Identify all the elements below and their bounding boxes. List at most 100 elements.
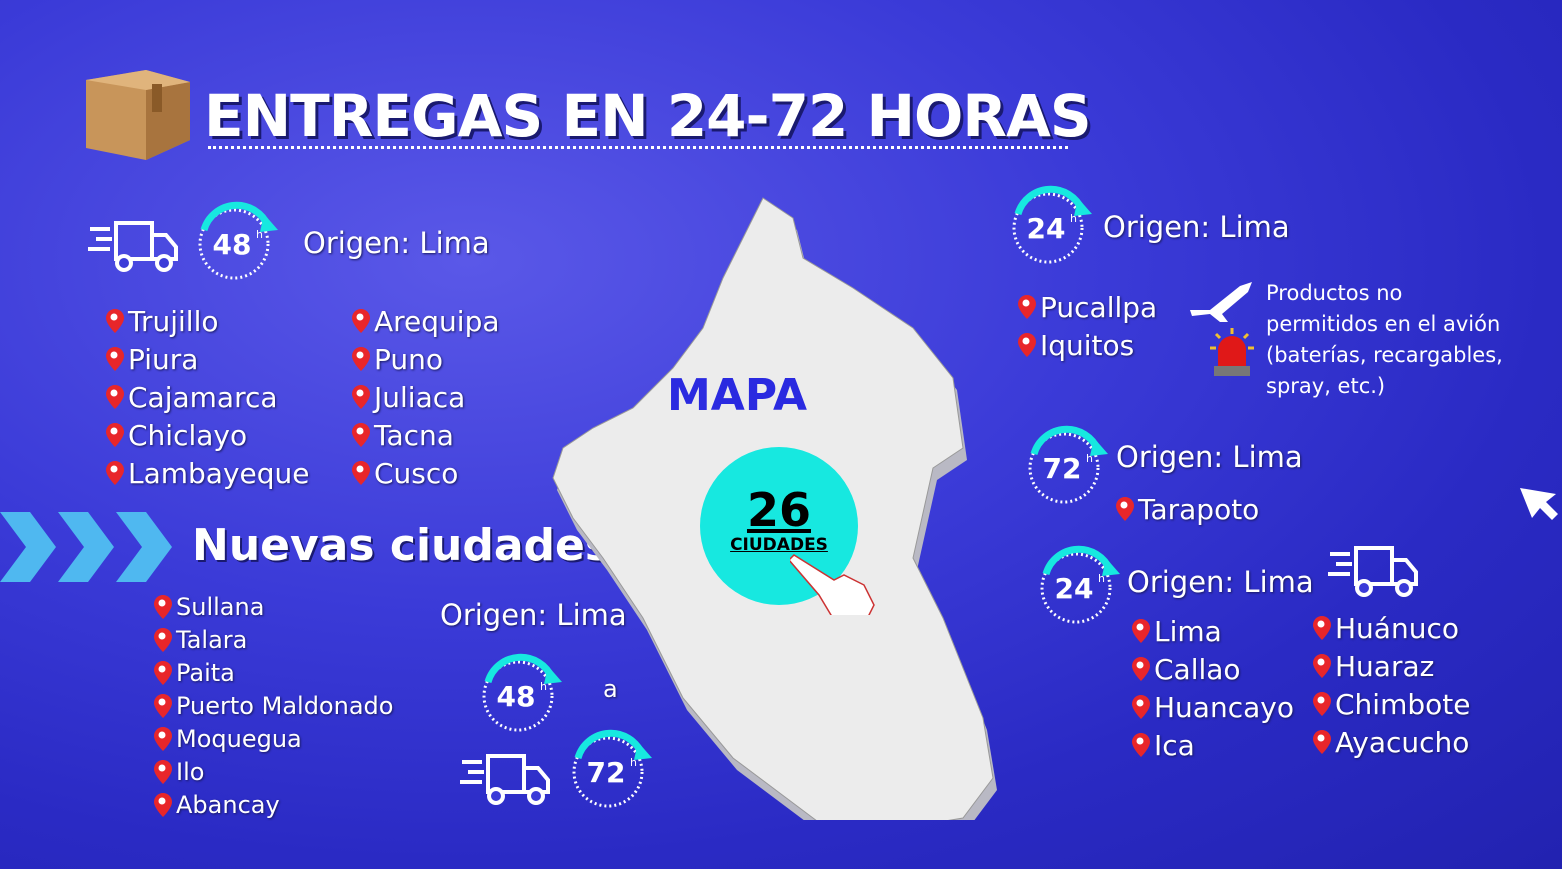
svg-text:h: h <box>1098 572 1105 585</box>
page-title: ENTREGAS EN 24-72 HORAS <box>204 82 1092 150</box>
city-item: Lima <box>1132 612 1294 650</box>
city-name: Huaraz <box>1335 649 1435 683</box>
svg-text:24: 24 <box>1027 212 1066 245</box>
location-pin-icon <box>1132 657 1150 681</box>
svg-text:h: h <box>1086 452 1093 465</box>
to-word: a <box>603 675 618 703</box>
delivery-truck-icon <box>1328 546 1418 597</box>
airplane-restriction-note: Productos no permitidos en el avión (bat… <box>1266 281 1503 398</box>
city-name: Huánuco <box>1335 611 1459 645</box>
clock-hours-icon: 72 h <box>1028 425 1108 504</box>
location-pin-icon <box>1313 692 1331 716</box>
city-item: Pucallpa <box>1018 288 1157 326</box>
city-item: Tarapoto <box>1116 490 1259 528</box>
svg-text:24: 24 <box>1055 572 1094 605</box>
city-name: Sullana <box>176 592 265 621</box>
delivery-truck-icon <box>460 754 550 805</box>
location-pin-icon <box>352 385 370 409</box>
hours-badge: 24 h <box>1006 184 1092 274</box>
map-label: MAPA <box>667 370 808 421</box>
city-item: Tacna <box>352 416 500 454</box>
svg-text:48: 48 <box>213 228 252 261</box>
location-pin-icon <box>1132 619 1150 643</box>
cities-count-label: CIUDADES <box>730 535 828 555</box>
svg-text:h: h <box>540 680 547 693</box>
airplane-icon <box>1190 282 1252 322</box>
city-name: Chiclayo <box>128 418 248 452</box>
city-item: Ica <box>1132 726 1294 764</box>
city-item: Iquitos <box>1018 326 1157 364</box>
truck-slot <box>1326 540 1418 604</box>
city-list: Huánuco Huaraz Chimbote Ayacucho <box>1313 609 1470 761</box>
city-item: Puerto Maldonado <box>154 689 393 722</box>
city-list: Sullana Talara Paita Puerto Maldonado Moqueg… <box>154 590 393 821</box>
location-pin-icon <box>1132 695 1150 719</box>
svg-text:72: 72 <box>587 756 626 789</box>
hours-badge: 48 h <box>476 652 562 742</box>
svg-text:72: 72 <box>1043 452 1082 485</box>
city-name: Juliaca <box>374 380 466 414</box>
location-pin-icon <box>352 347 370 371</box>
city-item: Puno <box>352 340 500 378</box>
origin-label: Origen: Lima <box>440 598 627 632</box>
hours-badge: 72 h <box>566 728 652 818</box>
city-name: Puno <box>374 342 444 376</box>
hours-badge: 24 h <box>1034 544 1120 634</box>
city-name: Chimbote <box>1335 687 1471 721</box>
svg-text:h: h <box>1070 212 1077 225</box>
city-item: Ayacucho <box>1313 723 1470 761</box>
city-item: Lambayeque <box>106 454 310 492</box>
clock-hours-icon: 24 h <box>1012 185 1092 264</box>
city-item: Trujillo <box>106 302 310 340</box>
alarm-siren-icon <box>1210 328 1254 376</box>
city-name: Piura <box>128 342 199 376</box>
city-list: Arequipa Puno Juliaca Tacna Cusco <box>352 302 500 492</box>
city-name: Moquegua <box>176 724 302 753</box>
truck-slot <box>86 215 178 279</box>
location-pin-icon <box>1313 654 1331 678</box>
city-item: Sullana <box>154 590 393 623</box>
location-pin-icon <box>106 385 124 409</box>
location-pin-icon <box>1018 295 1036 319</box>
city-item: Chiclayo <box>106 416 310 454</box>
city-name: Iquitos <box>1040 328 1135 362</box>
city-list: Trujillo Piura Cajamarca Chiclayo Lambayeque <box>106 302 310 492</box>
city-name: Puerto Maldonado <box>176 691 394 720</box>
city-name: Pucallpa <box>1040 290 1158 324</box>
cursor-arrow-icon <box>1520 488 1558 520</box>
location-pin-icon <box>1116 497 1134 521</box>
city-item: Piura <box>106 340 310 378</box>
city-name: Ilo <box>176 757 205 786</box>
truck-slot <box>458 748 550 812</box>
location-pin-icon <box>154 792 172 817</box>
location-pin-icon <box>1313 616 1331 640</box>
city-name: Huancayo <box>1154 690 1294 724</box>
city-item: Huancayo <box>1132 688 1294 726</box>
clock-hours-icon: 48 h <box>198 201 278 280</box>
city-item: Arequipa <box>352 302 500 340</box>
location-pin-icon <box>352 423 370 447</box>
location-pin-icon <box>154 627 172 652</box>
location-pin-icon <box>154 759 172 784</box>
city-item: Talara <box>154 623 393 656</box>
origin-label: Origen: Lima <box>303 226 490 260</box>
pointing-hand-icon <box>790 554 875 615</box>
location-pin-icon <box>106 423 124 447</box>
city-item: Callao <box>1132 650 1294 688</box>
location-pin-icon <box>1313 730 1331 754</box>
cardboard-box-icon <box>86 70 190 160</box>
city-item: Paita <box>154 656 393 689</box>
city-item: Chimbote <box>1313 685 1470 723</box>
location-pin-icon <box>154 726 172 751</box>
chevron-arrows-icon <box>0 512 172 582</box>
clock-hours-icon: 72 h <box>572 729 652 808</box>
location-pin-icon <box>352 309 370 333</box>
location-pin-icon <box>154 594 172 619</box>
city-name: Lambayeque <box>128 456 310 490</box>
new-cities-heading: Nuevas ciudades <box>192 520 612 571</box>
city-name: Ica <box>1154 728 1195 762</box>
city-item: Abancay <box>154 788 393 821</box>
city-name: Arequipa <box>374 304 500 338</box>
city-item: Huaraz <box>1313 647 1470 685</box>
city-item: Ilo <box>154 755 393 788</box>
